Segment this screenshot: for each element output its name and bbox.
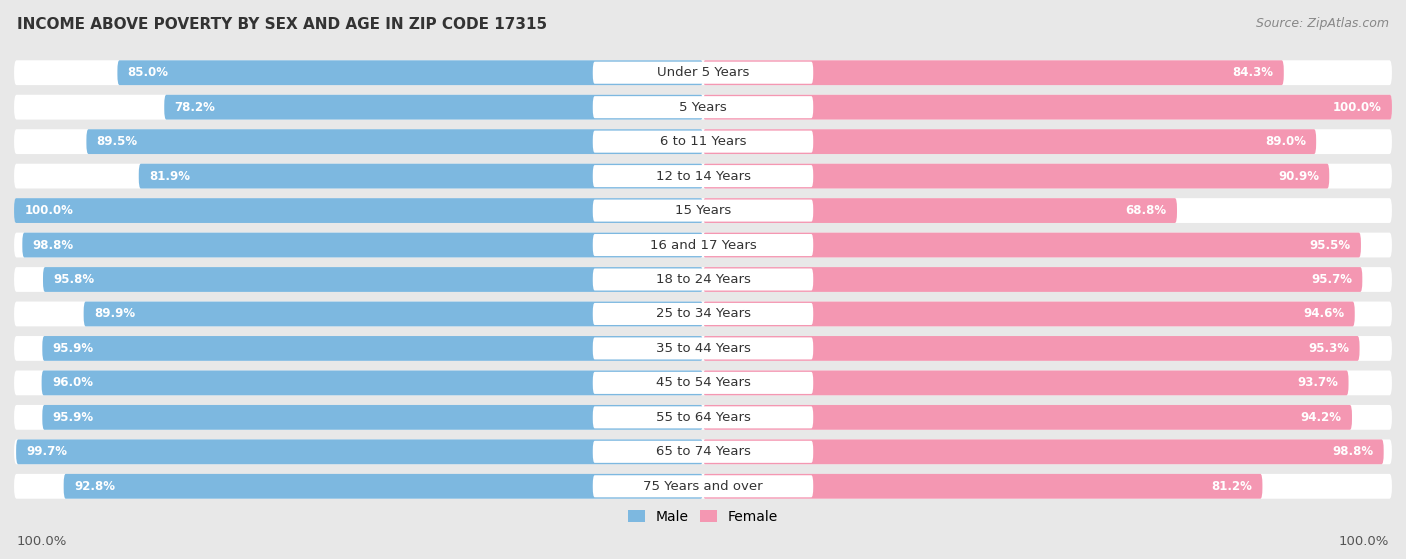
Text: 95.9%: 95.9% — [52, 342, 94, 355]
FancyBboxPatch shape — [14, 198, 1392, 223]
Text: 89.0%: 89.0% — [1265, 135, 1306, 148]
Text: 35 to 44 Years: 35 to 44 Years — [655, 342, 751, 355]
FancyBboxPatch shape — [22, 233, 703, 258]
Text: 18 to 24 Years: 18 to 24 Years — [655, 273, 751, 286]
FancyBboxPatch shape — [14, 474, 1392, 499]
FancyBboxPatch shape — [14, 371, 1392, 395]
FancyBboxPatch shape — [14, 405, 1392, 430]
Text: 90.9%: 90.9% — [1278, 169, 1319, 183]
Text: 84.3%: 84.3% — [1233, 66, 1274, 79]
FancyBboxPatch shape — [593, 338, 813, 359]
FancyBboxPatch shape — [703, 129, 1316, 154]
FancyBboxPatch shape — [14, 233, 1392, 258]
FancyBboxPatch shape — [703, 439, 1384, 464]
FancyBboxPatch shape — [593, 131, 813, 153]
FancyBboxPatch shape — [14, 60, 1392, 85]
Text: 100.0%: 100.0% — [1333, 101, 1382, 113]
Text: 98.8%: 98.8% — [1333, 446, 1374, 458]
FancyBboxPatch shape — [593, 96, 813, 118]
FancyBboxPatch shape — [14, 439, 1392, 464]
Text: 55 to 64 Years: 55 to 64 Years — [655, 411, 751, 424]
FancyBboxPatch shape — [703, 336, 1360, 361]
FancyBboxPatch shape — [703, 405, 1353, 430]
FancyBboxPatch shape — [14, 95, 1392, 120]
Text: 68.8%: 68.8% — [1126, 204, 1167, 217]
FancyBboxPatch shape — [703, 474, 1263, 499]
FancyBboxPatch shape — [703, 301, 1355, 326]
FancyBboxPatch shape — [14, 164, 1392, 188]
FancyBboxPatch shape — [14, 301, 1392, 326]
FancyBboxPatch shape — [703, 198, 1177, 223]
Text: Source: ZipAtlas.com: Source: ZipAtlas.com — [1256, 17, 1389, 30]
Text: 100.0%: 100.0% — [1339, 535, 1389, 548]
FancyBboxPatch shape — [593, 200, 813, 221]
FancyBboxPatch shape — [165, 95, 703, 120]
FancyBboxPatch shape — [118, 60, 703, 85]
FancyBboxPatch shape — [703, 371, 1348, 395]
FancyBboxPatch shape — [14, 336, 1392, 361]
Text: 96.0%: 96.0% — [52, 376, 93, 390]
FancyBboxPatch shape — [15, 439, 703, 464]
Text: 85.0%: 85.0% — [128, 66, 169, 79]
FancyBboxPatch shape — [44, 267, 703, 292]
FancyBboxPatch shape — [42, 336, 703, 361]
Text: 5 Years: 5 Years — [679, 101, 727, 113]
Text: 100.0%: 100.0% — [24, 204, 73, 217]
Text: 45 to 54 Years: 45 to 54 Years — [655, 376, 751, 390]
Text: 95.7%: 95.7% — [1310, 273, 1353, 286]
FancyBboxPatch shape — [593, 268, 813, 291]
FancyBboxPatch shape — [703, 267, 1362, 292]
FancyBboxPatch shape — [703, 60, 1284, 85]
FancyBboxPatch shape — [703, 233, 1361, 258]
Text: 89.5%: 89.5% — [97, 135, 138, 148]
Text: 93.7%: 93.7% — [1298, 376, 1339, 390]
Text: 92.8%: 92.8% — [75, 480, 115, 493]
Text: 89.9%: 89.9% — [94, 307, 135, 320]
Text: 78.2%: 78.2% — [174, 101, 215, 113]
FancyBboxPatch shape — [14, 267, 1392, 292]
Text: 81.2%: 81.2% — [1211, 480, 1253, 493]
FancyBboxPatch shape — [83, 301, 703, 326]
FancyBboxPatch shape — [14, 129, 1392, 154]
FancyBboxPatch shape — [593, 441, 813, 463]
FancyBboxPatch shape — [42, 371, 703, 395]
FancyBboxPatch shape — [593, 303, 813, 325]
FancyBboxPatch shape — [86, 129, 703, 154]
Text: 16 and 17 Years: 16 and 17 Years — [650, 239, 756, 252]
FancyBboxPatch shape — [593, 61, 813, 84]
Text: 15 Years: 15 Years — [675, 204, 731, 217]
Text: 75 Years and over: 75 Years and over — [643, 480, 763, 493]
Text: 95.3%: 95.3% — [1308, 342, 1350, 355]
FancyBboxPatch shape — [703, 164, 1329, 188]
Text: 95.5%: 95.5% — [1309, 239, 1351, 252]
Text: 81.9%: 81.9% — [149, 169, 190, 183]
FancyBboxPatch shape — [593, 406, 813, 428]
FancyBboxPatch shape — [703, 95, 1392, 120]
Text: 94.6%: 94.6% — [1303, 307, 1344, 320]
Text: 100.0%: 100.0% — [17, 535, 67, 548]
FancyBboxPatch shape — [593, 165, 813, 187]
Text: INCOME ABOVE POVERTY BY SEX AND AGE IN ZIP CODE 17315: INCOME ABOVE POVERTY BY SEX AND AGE IN Z… — [17, 17, 547, 32]
Text: 25 to 34 Years: 25 to 34 Years — [655, 307, 751, 320]
Text: 12 to 14 Years: 12 to 14 Years — [655, 169, 751, 183]
FancyBboxPatch shape — [14, 198, 703, 223]
Text: 94.2%: 94.2% — [1301, 411, 1341, 424]
FancyBboxPatch shape — [593, 372, 813, 394]
FancyBboxPatch shape — [42, 405, 703, 430]
Text: 99.7%: 99.7% — [27, 446, 67, 458]
Text: 6 to 11 Years: 6 to 11 Years — [659, 135, 747, 148]
Text: Under 5 Years: Under 5 Years — [657, 66, 749, 79]
Text: 98.8%: 98.8% — [32, 239, 73, 252]
FancyBboxPatch shape — [593, 475, 813, 498]
Text: 95.8%: 95.8% — [53, 273, 94, 286]
Legend: Male, Female: Male, Female — [623, 504, 783, 529]
Text: 65 to 74 Years: 65 to 74 Years — [655, 446, 751, 458]
FancyBboxPatch shape — [139, 164, 703, 188]
Text: 95.9%: 95.9% — [52, 411, 94, 424]
FancyBboxPatch shape — [593, 234, 813, 256]
FancyBboxPatch shape — [63, 474, 703, 499]
